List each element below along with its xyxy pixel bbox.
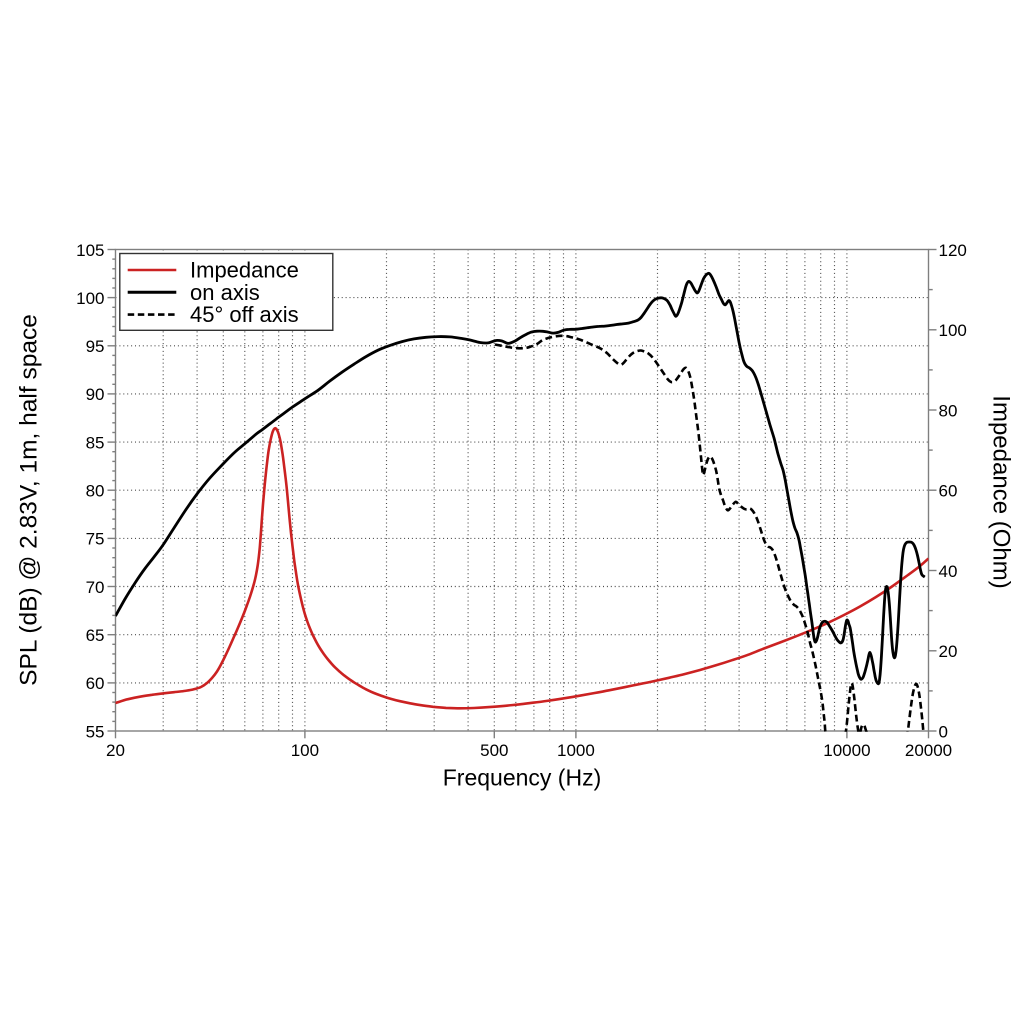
- svg-text:75: 75: [86, 530, 105, 549]
- svg-text:85: 85: [86, 433, 105, 452]
- svg-text:100: 100: [291, 741, 319, 760]
- svg-text:Frequency (Hz): Frequency (Hz): [443, 765, 601, 791]
- svg-text:Impedance (Ohm): Impedance (Ohm): [988, 395, 1015, 588]
- svg-text:100: 100: [76, 289, 104, 308]
- svg-text:70: 70: [86, 578, 105, 597]
- svg-text:1000: 1000: [557, 741, 595, 760]
- svg-text:on axis: on axis: [190, 280, 260, 305]
- svg-text:20: 20: [106, 741, 125, 760]
- svg-text:60: 60: [86, 674, 105, 693]
- svg-text:Impedance: Impedance: [190, 258, 299, 283]
- svg-text:90: 90: [86, 385, 105, 404]
- svg-text:20: 20: [939, 642, 958, 661]
- svg-text:105: 105: [76, 241, 104, 260]
- svg-text:40: 40: [939, 562, 958, 581]
- svg-text:55: 55: [86, 722, 105, 741]
- svg-text:120: 120: [939, 241, 967, 260]
- svg-text:SPL (dB) @ 2.83V, 1m, half spa: SPL (dB) @ 2.83V, 1m, half space: [16, 314, 43, 686]
- svg-text:95: 95: [86, 337, 105, 356]
- svg-text:20000: 20000: [905, 741, 952, 760]
- svg-text:0: 0: [939, 722, 948, 741]
- svg-text:500: 500: [480, 741, 508, 760]
- svg-text:65: 65: [86, 626, 105, 645]
- svg-text:45° off axis: 45° off axis: [190, 302, 299, 327]
- svg-text:80: 80: [86, 482, 105, 501]
- svg-text:80: 80: [939, 401, 958, 420]
- svg-text:60: 60: [939, 482, 958, 501]
- svg-text:10000: 10000: [823, 741, 870, 760]
- svg-text:100: 100: [939, 321, 967, 340]
